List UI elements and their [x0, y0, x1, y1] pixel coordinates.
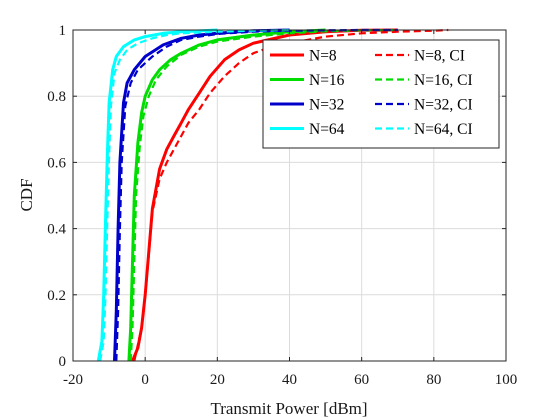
legend-label: N=64, CI: [414, 121, 473, 138]
series-line-n-32-ci: [115, 28, 398, 362]
y-tick-label: 1: [59, 23, 67, 39]
y-tick-labels: 0 0.2 0.4 0.6 0.8 1: [47, 23, 66, 370]
legend-label: N=16, CI: [414, 72, 473, 89]
x-tick-label: 40: [282, 372, 297, 388]
x-tick-label: 20: [210, 372, 225, 388]
legend-label: N=64: [309, 121, 345, 138]
series-line-n-64: [96, 28, 218, 362]
x-tick-label: -20: [63, 372, 83, 388]
series-group: [96, 28, 449, 362]
series-line-n-8-ci: [133, 28, 449, 362]
y-tick-label: 0.8: [47, 89, 66, 105]
series-line-n-16: [127, 28, 326, 362]
legend-label: N=8: [309, 48, 337, 65]
legend-label: N=8, CI: [414, 48, 465, 65]
legend-label: N=32: [309, 97, 344, 114]
axis-ticks: [72, 29, 507, 362]
y-tick-label: 0.4: [47, 222, 66, 238]
legend-label: N=16: [309, 72, 345, 89]
legend: N=8 N=16 N=32 N=64 N=8, CI N=16, CI N=32, CI N=…: [262, 39, 500, 149]
series-line-n-64-ci: [99, 28, 290, 362]
y-tick-label: 0: [59, 354, 67, 370]
series-line-n-16-ci: [129, 28, 398, 362]
legend-label: N=32, CI: [414, 97, 473, 114]
y-tick-label: 0.6: [47, 155, 66, 171]
x-tick-labels: -20 0 20 40 60 80 100: [63, 372, 517, 388]
x-tick-label: 0: [141, 372, 149, 388]
x-tick-label: 80: [426, 372, 441, 388]
x-axis-label: Transmit Power [dBm]: [210, 399, 367, 418]
x-tick-label: 100: [495, 372, 518, 388]
x-tick-label: 60: [354, 372, 369, 388]
series-line-n-8: [131, 28, 398, 362]
y-axis-label: CDF: [17, 178, 36, 211]
y-tick-label: 0.2: [47, 288, 66, 304]
